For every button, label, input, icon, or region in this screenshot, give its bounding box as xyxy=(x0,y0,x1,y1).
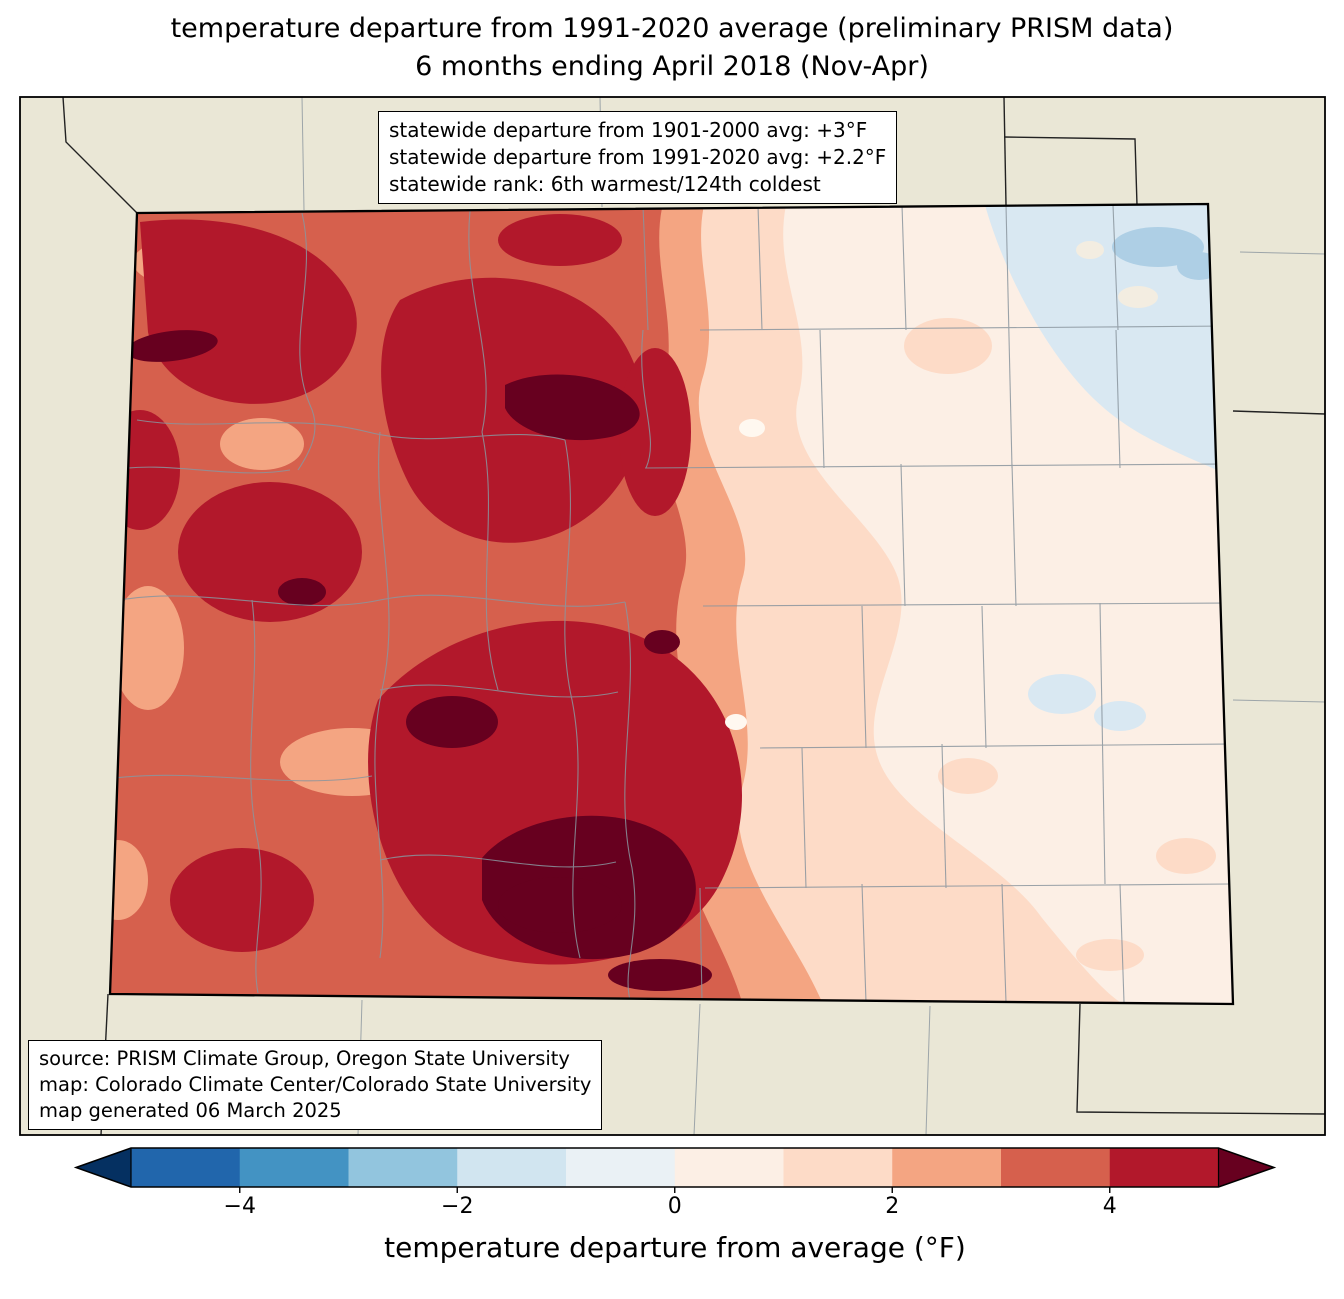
figure-title: temperature departure from 1991-2020 ave… xyxy=(0,10,1344,86)
colorbar-segment xyxy=(457,1148,567,1187)
source-box: source: PRISM Climate Group, Oregon Stat… xyxy=(28,1040,603,1130)
colorbar-segment xyxy=(674,1148,784,1187)
layer-darkest-red xyxy=(126,330,712,991)
map-credit-line: map: Colorado Climate Center/Colorado St… xyxy=(39,1073,592,1096)
colorbar xyxy=(73,1147,1277,1193)
title-line-1: temperature departure from 1991-2020 ave… xyxy=(170,13,1174,44)
colorbar-segment xyxy=(783,1148,893,1187)
colorbar-tick-label: 0 xyxy=(667,1194,682,1219)
colorbar-segment xyxy=(131,1148,240,1187)
colorbar-tick-label: 2 xyxy=(885,1194,900,1219)
colorbar-segment xyxy=(348,1148,458,1187)
colorbar-axis-label: temperature departure from average (°F) xyxy=(384,1231,966,1264)
layer-pale-blue xyxy=(985,205,1233,731)
statewide-stats-box: statewide departure from 1901-2000 avg: … xyxy=(378,111,898,204)
colorbar-tick-label: −4 xyxy=(223,1194,256,1219)
colorbar-right-arrow xyxy=(1218,1148,1274,1187)
colorado-state-border xyxy=(108,202,1235,1006)
generated-date-line: map generated 06 March 2025 xyxy=(39,1099,342,1122)
colorbar-left-arrow xyxy=(76,1148,131,1187)
county-lines xyxy=(111,204,1232,1003)
colorbar-segment xyxy=(566,1148,675,1187)
stat-departure-1901: statewide departure from 1901-2000 avg: … xyxy=(389,118,868,142)
colorbar-segment xyxy=(1001,1148,1110,1187)
plot-frame xyxy=(19,96,1326,1136)
title-line-2: 6 months ending April 2018 (Nov-Apr) xyxy=(415,51,929,82)
colorbar-segment xyxy=(1109,1148,1219,1187)
layer-beige-spots xyxy=(1076,241,1158,308)
colorbar-segment xyxy=(239,1148,349,1187)
colorado-fill-layers xyxy=(110,204,1233,1004)
colorbar-tick-label: 4 xyxy=(1102,1194,1117,1219)
source-line: source: PRISM Climate Group, Oregon Stat… xyxy=(39,1047,570,1070)
layer-white-spots xyxy=(725,419,765,730)
stat-rank: statewide rank: 6th warmest/124th coldes… xyxy=(389,172,821,196)
stat-departure-1991: statewide departure from 1991-2020 avg: … xyxy=(389,145,887,169)
colorbar-segment xyxy=(892,1148,1002,1187)
colorbar-ticks xyxy=(239,1187,1111,1193)
colorbar-tick-label: −2 xyxy=(441,1194,474,1219)
